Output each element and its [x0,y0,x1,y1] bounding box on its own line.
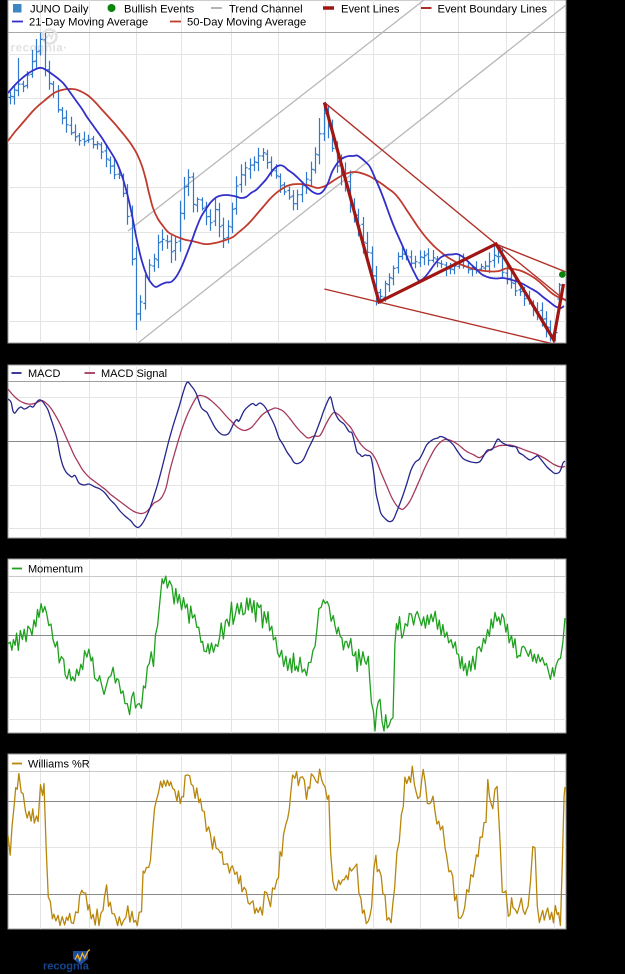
svg-text:Momentum: Momentum [28,564,83,576]
svg-text:Event Lines: Event Lines [341,4,400,16]
svg-text:21-Day Moving Average: 21-Day Moving Average [29,17,148,29]
svg-text:50-Day Moving Average: 50-Day Moving Average [187,17,306,29]
svg-text:Event Boundary Lines: Event Boundary Lines [438,4,548,16]
svg-text:recognia·: recognia· [11,43,68,55]
svg-text:Trend Channel: Trend Channel [229,4,303,16]
svg-text:Williams %R: Williams %R [28,759,90,771]
svg-text:Bullish Events: Bullish Events [124,4,195,16]
svg-text:recognia: recognia [43,961,90,973]
svg-text:MACD: MACD [28,368,60,380]
svg-text:MACD Signal: MACD Signal [101,368,167,380]
svg-text:JUNO Daily: JUNO Daily [30,4,89,16]
